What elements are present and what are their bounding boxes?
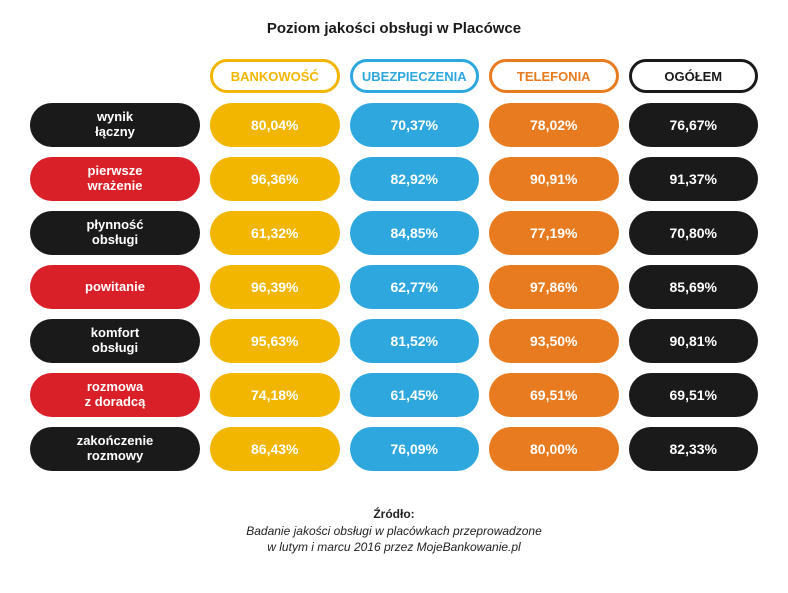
data-cell: 80,00% bbox=[489, 427, 619, 471]
data-cell: 62,77% bbox=[350, 265, 480, 309]
data-cell: 76,67% bbox=[629, 103, 759, 147]
row-label: płynność obsługi bbox=[30, 211, 200, 255]
data-cell: 70,37% bbox=[350, 103, 480, 147]
row-label: rozmowa z doradcą bbox=[30, 373, 200, 417]
data-cell: 69,51% bbox=[629, 373, 759, 417]
data-cell: 70,80% bbox=[629, 211, 759, 255]
source-text: Badanie jakości obsługi w placówkach prz… bbox=[246, 524, 542, 555]
row-label: zakończenie rozmowy bbox=[30, 427, 200, 471]
data-cell: 74,18% bbox=[210, 373, 340, 417]
data-cell: 61,32% bbox=[210, 211, 340, 255]
data-cell: 84,85% bbox=[350, 211, 480, 255]
data-cell: 76,09% bbox=[350, 427, 480, 471]
data-cell: 61,45% bbox=[350, 373, 480, 417]
data-cell: 85,69% bbox=[629, 265, 759, 309]
column-header: BANKOWOŚĆ bbox=[210, 59, 340, 93]
data-cell: 82,92% bbox=[350, 157, 480, 201]
data-cell: 80,04% bbox=[210, 103, 340, 147]
row-label: pierwsze wrażenie bbox=[30, 157, 200, 201]
column-header: UBEZPIECZENIA bbox=[350, 59, 480, 93]
column-header: OGÓŁEM bbox=[629, 59, 759, 93]
row-label: powitanie bbox=[30, 265, 200, 309]
data-cell: 69,51% bbox=[489, 373, 619, 417]
chart-title: Poziom jakości obsługi w Placówce bbox=[30, 20, 758, 37]
row-label: komfort obsługi bbox=[30, 319, 200, 363]
header-spacer bbox=[30, 59, 200, 93]
data-cell: 90,81% bbox=[629, 319, 759, 363]
data-cell: 90,91% bbox=[489, 157, 619, 201]
data-cell: 93,50% bbox=[489, 319, 619, 363]
data-cell: 97,86% bbox=[489, 265, 619, 309]
row-label: wynik łączny bbox=[30, 103, 200, 147]
data-cell: 78,02% bbox=[489, 103, 619, 147]
data-cell: 96,39% bbox=[210, 265, 340, 309]
data-cell: 91,37% bbox=[629, 157, 759, 201]
source-footer: Źródło: Badanie jakości obsługi w placów… bbox=[66, 489, 721, 556]
source-label: Źródło: bbox=[373, 507, 414, 521]
data-cell: 81,52% bbox=[350, 319, 480, 363]
data-grid: BANKOWOŚĆ UBEZPIECZENIA TELEFONIA OGÓŁEM wyn… bbox=[30, 59, 758, 471]
data-cell: 82,33% bbox=[629, 427, 759, 471]
data-cell: 96,36% bbox=[210, 157, 340, 201]
data-cell: 95,63% bbox=[210, 319, 340, 363]
data-cell: 86,43% bbox=[210, 427, 340, 471]
data-cell: 77,19% bbox=[489, 211, 619, 255]
column-header: TELEFONIA bbox=[489, 59, 619, 93]
